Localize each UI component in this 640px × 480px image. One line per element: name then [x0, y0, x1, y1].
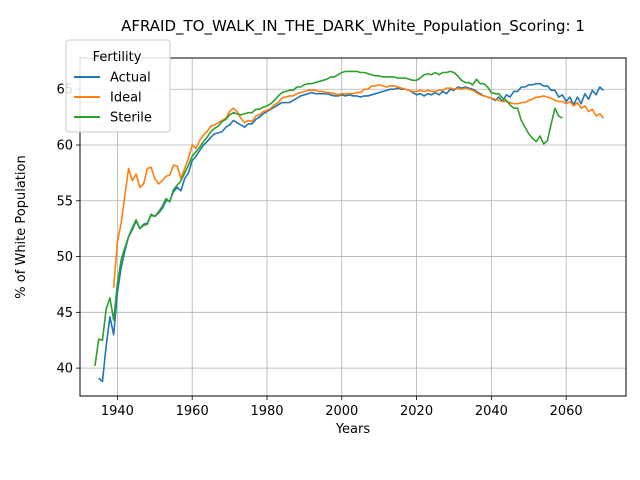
legend-title: Fertility: [93, 50, 142, 65]
x-axis-label: Years: [335, 422, 371, 437]
y-axis-label: % of White Population: [14, 155, 29, 298]
legend-label-ideal: Ideal: [110, 91, 142, 106]
plot-frame: [79, 57, 627, 397]
legend-label-actual: Actual: [110, 71, 151, 86]
legend-label-sterile: Sterile: [110, 111, 152, 126]
y-tick-label: 55: [56, 194, 73, 209]
chart-title: AFRAID_TO_WALK_IN_THE_DARK_White_Populat…: [121, 17, 585, 36]
series-lines: [94, 70, 605, 383]
legend-box: [65, 39, 171, 133]
legend-entries: Actual Ideal Sterile: [74, 71, 152, 126]
x-tick-label: 1960: [176, 404, 209, 419]
x-tick-label: 2020: [400, 404, 433, 419]
grid-lines: [80, 58, 626, 396]
y-tick-label: 50: [56, 250, 73, 265]
legend: Fertility Actual Ideal Sterile: [65, 39, 171, 133]
x-tick-label: 2000: [325, 404, 358, 419]
y-tick-label: 45: [56, 306, 73, 321]
y-tick-label: 40: [56, 362, 73, 377]
series-line-actual: [98, 82, 605, 383]
series-line-sterile: [94, 70, 563, 366]
x-tick-label: 1980: [250, 404, 283, 419]
series-line-ideal: [112, 83, 605, 288]
x-tick-label: 1940: [101, 404, 134, 419]
y-tick-label: 60: [56, 139, 73, 154]
x-tick-label: 2060: [550, 404, 583, 419]
x-tick-label: 2040: [475, 404, 508, 419]
